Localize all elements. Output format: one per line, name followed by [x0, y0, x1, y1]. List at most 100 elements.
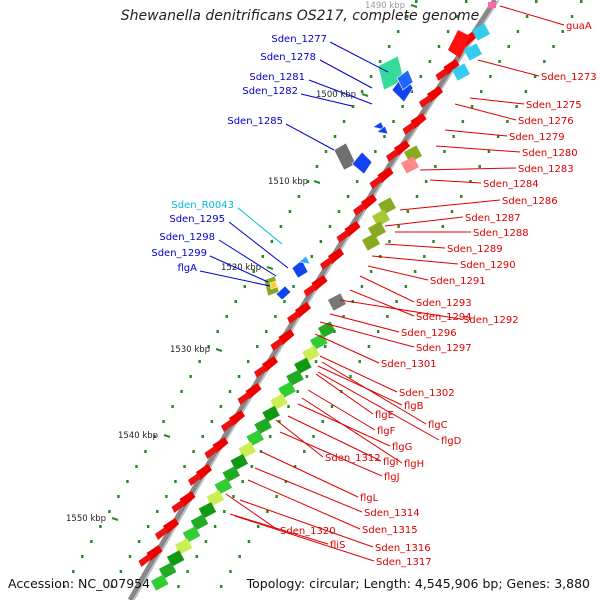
gene-feature[interactable] — [333, 142, 357, 171]
gene-feature[interactable] — [196, 464, 212, 480]
gene-feature[interactable] — [472, 23, 490, 41]
gene-label[interactable]: flgD — [441, 436, 462, 447]
gene-feature[interactable] — [464, 43, 482, 61]
gene-feature[interactable] — [171, 500, 185, 513]
gene-label[interactable]: Sden_1294 — [416, 312, 472, 323]
gene-feature[interactable] — [254, 365, 267, 378]
gene-label[interactable]: Sden_1297 — [416, 343, 472, 354]
gene-label[interactable]: Sden_1273 — [541, 72, 597, 83]
gene-label[interactable]: Sden_1302 — [399, 388, 455, 399]
gene-label[interactable]: Sden_1281 — [249, 72, 305, 83]
gene-label[interactable]: Sden_1277 — [271, 34, 327, 45]
gene-label[interactable]: Sden_1317 — [376, 557, 432, 568]
gene-label[interactable]: flgC — [428, 420, 448, 431]
gene-feature[interactable] — [336, 230, 350, 243]
gene-label[interactable]: Sden_1285 — [227, 116, 283, 127]
gene-label[interactable]: Sden_1276 — [518, 116, 574, 127]
gene-feature[interactable] — [443, 59, 460, 75]
gene-feature[interactable] — [237, 392, 251, 405]
gene-feature[interactable] — [371, 209, 390, 227]
gene-label[interactable]: flgG — [392, 442, 412, 453]
gene-label[interactable]: Sden_1298 — [159, 232, 215, 243]
gene-feature[interactable] — [410, 113, 427, 129]
gene-label[interactable]: flgE — [375, 410, 394, 421]
gene-feature[interactable] — [298, 255, 311, 265]
gene-label[interactable]: Sden_1279 — [509, 132, 565, 143]
gene-feature[interactable] — [269, 280, 278, 290]
gene-label[interactable]: flgF — [377, 426, 396, 437]
gene-feature[interactable] — [212, 437, 229, 453]
gene-label[interactable]: Sden_1312 — [325, 453, 381, 464]
gene-label[interactable]: Sden_1315 — [362, 525, 418, 536]
gene-feature[interactable] — [155, 527, 168, 540]
gene-feature[interactable] — [295, 302, 311, 318]
gene-label[interactable]: Sden_1291 — [430, 276, 486, 287]
gene-label[interactable]: flgB — [404, 401, 424, 412]
gene-label[interactable]: flgH — [404, 459, 424, 470]
gene-feature[interactable] — [419, 95, 432, 108]
gene-feature[interactable] — [368, 221, 386, 239]
gene-feature[interactable] — [278, 329, 295, 345]
gene-feature[interactable] — [138, 554, 152, 567]
gene-feature[interactable] — [452, 63, 470, 81]
gene-feature[interactable] — [328, 248, 344, 264]
gene-label[interactable]: Sden_1292 — [463, 315, 519, 326]
gene-label[interactable]: Sden_1287 — [465, 213, 521, 224]
gene-label[interactable]: Sden_1301 — [381, 359, 437, 370]
gene-feature[interactable] — [163, 518, 179, 534]
gene-label[interactable]: Sden_1295 — [169, 214, 225, 225]
gene-label[interactable]: flgA — [178, 263, 198, 274]
gene-feature[interactable] — [377, 167, 394, 183]
gene-label[interactable]: Sden_1289 — [447, 244, 503, 255]
gene-feature[interactable] — [291, 259, 309, 279]
gene-feature[interactable] — [311, 275, 328, 291]
gene-feature[interactable] — [179, 491, 196, 507]
gene-label[interactable]: flgJ — [384, 472, 400, 483]
gene-feature[interactable] — [435, 68, 449, 81]
gene-feature[interactable] — [188, 473, 201, 486]
gene-label[interactable]: Sden_1283 — [518, 164, 574, 175]
gene-label[interactable]: Sden_1284 — [483, 179, 539, 190]
gene-feature[interactable] — [270, 338, 284, 351]
gene-label[interactable]: Sden_1288 — [473, 228, 529, 239]
gene-label[interactable]: fliS — [330, 540, 345, 551]
gene-feature[interactable] — [150, 574, 169, 591]
gene-label[interactable]: Sden_1282 — [242, 86, 298, 97]
gene-label[interactable]: guaA — [566, 21, 592, 32]
gene-feature[interactable] — [378, 197, 396, 215]
gene-feature[interactable] — [361, 194, 377, 210]
gene-feature[interactable] — [401, 156, 419, 174]
gene-label[interactable]: Sden_1316 — [375, 543, 431, 554]
gene-feature[interactable] — [275, 285, 292, 301]
gene-feature[interactable] — [287, 311, 300, 324]
gene-label[interactable]: Sden_1286 — [502, 196, 558, 207]
gene-feature[interactable] — [204, 446, 218, 459]
gene-feature[interactable] — [344, 221, 361, 237]
gene-feature[interactable] — [369, 176, 383, 189]
gene-feature[interactable] — [353, 203, 366, 216]
gene-label[interactable]: Sden_1296 — [401, 328, 457, 339]
gene-label[interactable]: Sden_1320 — [280, 526, 336, 537]
gene-label[interactable]: Sden_1278 — [260, 52, 316, 63]
gene-label[interactable]: Sden_1290 — [460, 260, 516, 271]
gene-feature[interactable] — [328, 293, 346, 311]
gene-feature[interactable] — [488, 2, 496, 8]
gene-feature[interactable] — [303, 284, 317, 297]
gene-feature[interactable] — [448, 30, 470, 58]
gene-label[interactable]: flgL — [360, 493, 379, 504]
gene-label[interactable]: flgI — [383, 457, 399, 468]
gene-feature[interactable] — [402, 122, 416, 135]
gene-feature[interactable] — [396, 69, 414, 91]
gene-feature[interactable] — [376, 125, 389, 135]
gene-feature[interactable] — [320, 257, 333, 270]
gene-feature[interactable] — [427, 86, 443, 102]
gene-label[interactable]: Sden_1314 — [364, 508, 420, 519]
gene-label[interactable]: Sden_R0043 — [171, 200, 234, 211]
gene-feature[interactable] — [404, 145, 422, 163]
gene-feature[interactable] — [394, 140, 410, 156]
gene-label[interactable]: Sden_1280 — [522, 148, 578, 159]
gene-label[interactable]: Sden_1275 — [526, 100, 582, 111]
gene-label[interactable]: Sden_1293 — [416, 298, 472, 309]
gene-feature[interactable] — [229, 410, 245, 426]
gene-feature[interactable] — [262, 356, 278, 372]
